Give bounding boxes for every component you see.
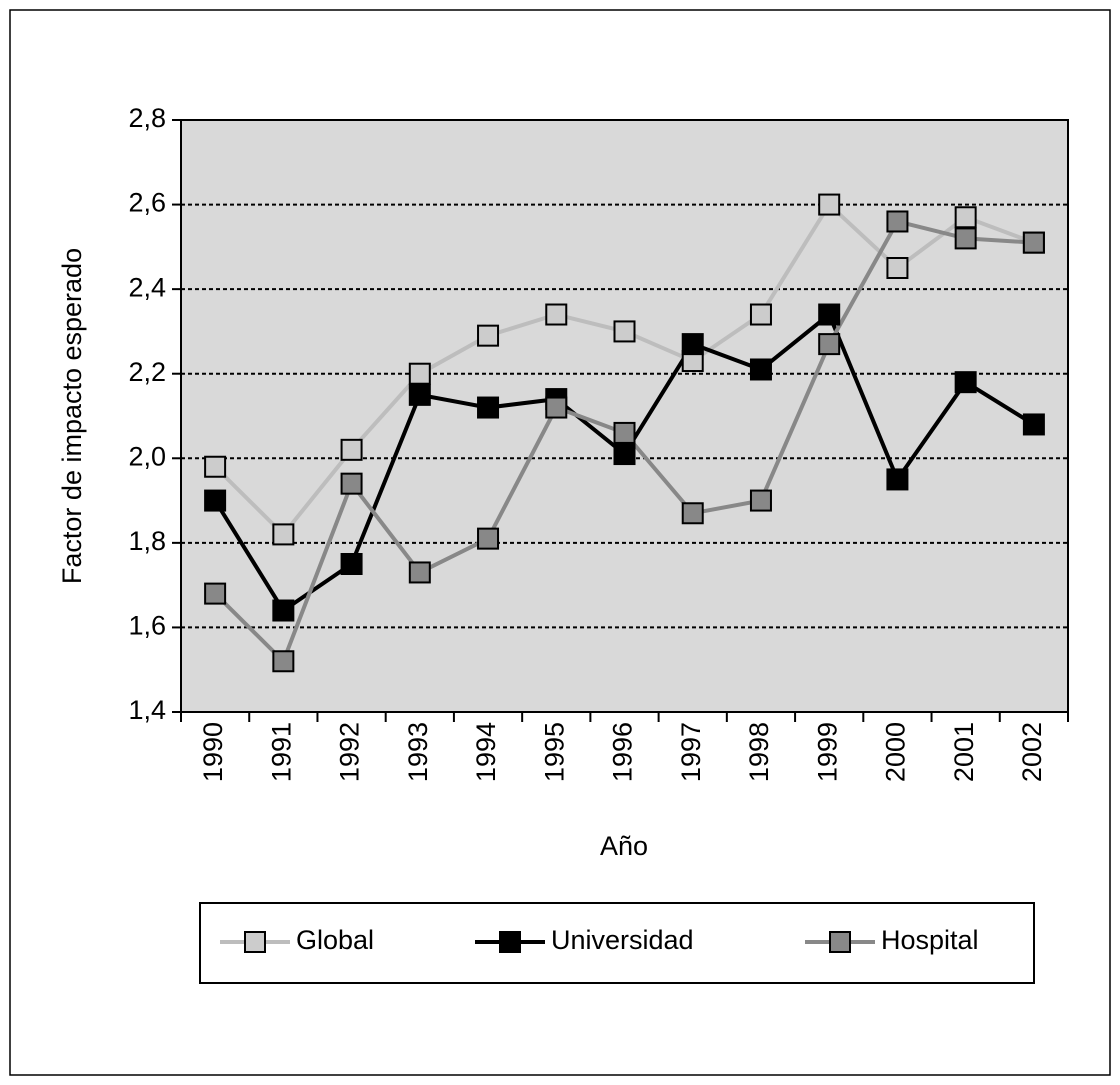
x-axis-label: Año: [600, 831, 648, 861]
legend-marker: [244, 931, 266, 953]
marker: [613, 320, 636, 343]
y-tick-label: 2,4: [128, 272, 166, 302]
x-tick-label: 1999: [812, 722, 842, 782]
marker: [886, 468, 909, 491]
marker: [749, 358, 772, 381]
y-axis-label: Factor de impacto esperado: [57, 248, 87, 584]
marker: [886, 257, 909, 279]
marker: [477, 396, 500, 419]
marker: [749, 303, 772, 326]
marker: [818, 333, 841, 356]
marker: [1022, 231, 1045, 254]
y-tick-label: 2,0: [128, 441, 166, 471]
legend-marker: [829, 931, 851, 953]
marker: [272, 650, 295, 673]
x-tick-label: 1993: [403, 722, 433, 782]
marker: [408, 561, 431, 584]
marker: [408, 362, 431, 385]
x-tick-label: 1995: [539, 722, 569, 782]
marker: [749, 489, 772, 512]
x-tick-label: 1991: [266, 722, 296, 782]
marker: [477, 527, 500, 550]
legend: [199, 902, 1035, 984]
legend-label: Universidad: [551, 925, 694, 955]
y-tick-label: 1,8: [128, 526, 166, 556]
marker: [681, 502, 704, 525]
marker: [954, 371, 977, 394]
marker: [272, 599, 295, 622]
marker: [204, 582, 227, 605]
y-tick-label: 2,2: [128, 357, 166, 387]
x-tick-label: 1990: [198, 722, 228, 782]
marker: [545, 396, 568, 419]
y-tick-label: 1,4: [128, 695, 166, 725]
marker: [954, 227, 977, 250]
marker: [340, 438, 363, 461]
marker: [477, 324, 500, 347]
x-tick-label: 1997: [676, 722, 706, 782]
x-tick-label: 2000: [881, 722, 911, 782]
x-tick-label: 2002: [1017, 722, 1047, 782]
x-tick-label: 1992: [335, 722, 365, 782]
y-tick-label: 2,6: [128, 188, 166, 218]
marker: [340, 472, 363, 495]
marker: [954, 206, 977, 229]
marker: [204, 489, 227, 512]
marker: [340, 553, 363, 575]
x-tick-label: 1996: [608, 722, 638, 782]
y-tick-label: 2,8: [128, 103, 166, 133]
marker: [613, 421, 636, 444]
marker: [681, 333, 704, 356]
x-tick-label: 1994: [471, 722, 501, 782]
marker: [613, 443, 636, 466]
x-tick-label: 1998: [744, 722, 774, 782]
legend-label: Global: [296, 925, 374, 955]
marker: [408, 383, 431, 406]
x-tick-label: 2001: [949, 722, 979, 782]
marker: [272, 523, 295, 546]
marker: [886, 210, 909, 233]
legend-marker: [499, 931, 521, 953]
y-tick-label: 1,6: [128, 611, 166, 641]
legend-label: Hospital: [881, 925, 979, 955]
marker: [818, 303, 841, 326]
marker: [204, 455, 227, 478]
marker: [1022, 413, 1045, 436]
marker: [818, 193, 841, 216]
plot-area: [180, 119, 1069, 713]
marker: [545, 303, 568, 326]
